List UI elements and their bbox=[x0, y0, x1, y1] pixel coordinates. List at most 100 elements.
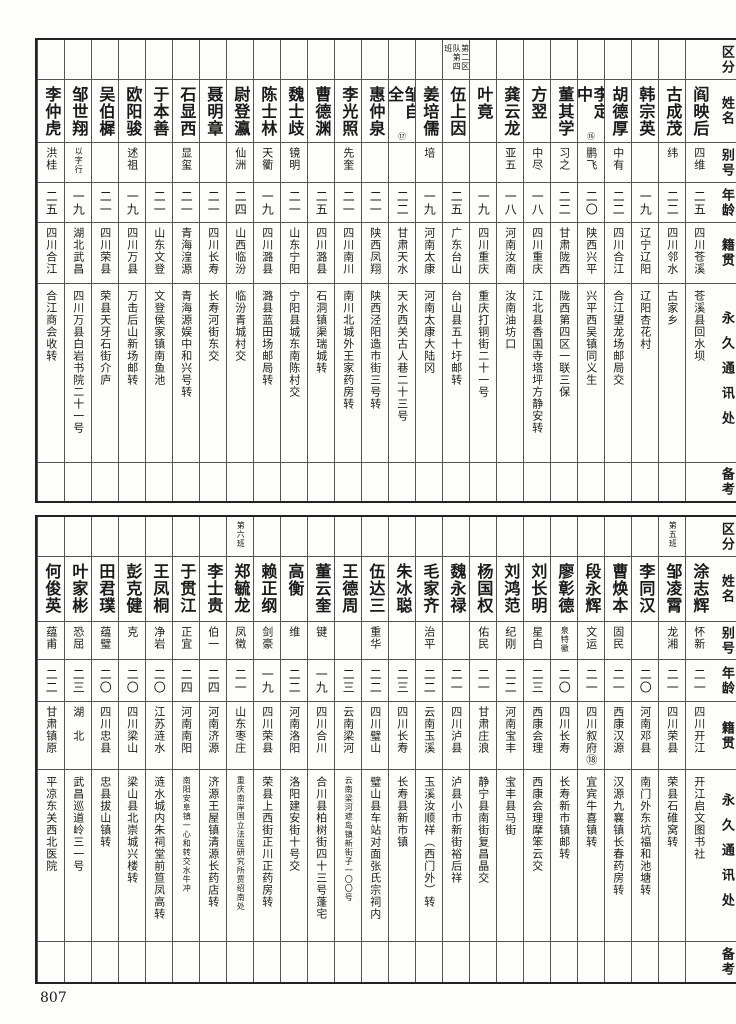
alias-cell: 培 bbox=[416, 143, 442, 183]
origin-text: 辽宁辽阳 bbox=[638, 227, 652, 275]
remark-cell bbox=[119, 463, 145, 501]
address-cell: 南门外东坑福和池塘转 bbox=[632, 770, 658, 942]
address-text: 涟水城内朱祠堂前笪凤高转 bbox=[152, 776, 166, 920]
header-label: 区分 bbox=[718, 44, 734, 75]
name-cell: 赖正纲 bbox=[254, 557, 280, 622]
group-cell bbox=[254, 517, 280, 557]
age-cell: 二〇 bbox=[119, 660, 145, 702]
origin-text: 河南邓县 bbox=[638, 706, 652, 754]
alias-text: 泉特徽 bbox=[560, 626, 570, 653]
alias-cell: 维 bbox=[281, 622, 307, 660]
person-name: 伍达三 bbox=[366, 563, 386, 614]
address-cell: 南阳安阜镇一心和转交水牛冲 bbox=[173, 770, 199, 942]
alias-cell: 先奎 bbox=[335, 143, 361, 183]
name-cell: 曹德渊 bbox=[308, 80, 334, 143]
address-text: 荣县上西街正川正药房转 bbox=[260, 776, 274, 908]
remark-cell bbox=[65, 463, 91, 501]
alias-cell: 克 bbox=[119, 622, 145, 660]
person-column: 王凤桐 净岩 二〇 江苏涟水 涟水城内朱祠堂前笪凤高转 bbox=[145, 517, 172, 982]
person-name: 刘鸿范 bbox=[501, 563, 521, 614]
age-cell: 二二 bbox=[281, 660, 307, 702]
group-cell bbox=[686, 517, 712, 557]
age-text: 二二 bbox=[611, 189, 626, 216]
origin-text: 四川潞县 bbox=[260, 227, 274, 275]
group-cell bbox=[119, 40, 145, 80]
person-name: 曹德渊 bbox=[312, 86, 332, 137]
name-cell: 尉登瀛 bbox=[227, 80, 253, 143]
alias-text: 习之 bbox=[557, 147, 571, 171]
address-text: 平凉东关西北医院 bbox=[44, 776, 58, 872]
origin-cell: 河南汝南 bbox=[497, 223, 523, 284]
name-cell: 杨国权 bbox=[470, 557, 496, 622]
group-cell bbox=[173, 517, 199, 557]
alias-cell: 泉特徽 bbox=[551, 622, 577, 660]
address-text: 玉溪汝顺祥（西门外）转 bbox=[422, 776, 436, 908]
alias-text: 述祖 bbox=[125, 147, 139, 171]
origin-text: 陕西兴平 bbox=[584, 227, 598, 275]
address-text: 辽阳杏花村 bbox=[638, 290, 652, 350]
alias-text: 亚五 bbox=[503, 147, 517, 171]
age-cell: 二四 bbox=[227, 183, 253, 223]
alias-text: 镜明 bbox=[287, 147, 301, 171]
origin-cell: 河南邓县 bbox=[632, 702, 658, 770]
origin-cell: 甘肃庄浪 bbox=[470, 702, 496, 770]
address-cell: 宝丰县马街 bbox=[497, 770, 523, 942]
header-label: 年龄 bbox=[718, 665, 734, 696]
address-text: 青海源娱中和兴号转 bbox=[179, 290, 193, 398]
origin-text: 四川合川 bbox=[314, 706, 328, 754]
address-cell: 合江商会收转 bbox=[38, 284, 64, 463]
remark-cell bbox=[335, 942, 361, 982]
header-label: 备考 bbox=[718, 947, 734, 977]
group-cell bbox=[38, 517, 64, 557]
origin-text: 山东宁阳 bbox=[287, 227, 301, 275]
person-name: 惠仲泉 bbox=[366, 86, 386, 137]
remark-cell bbox=[551, 463, 577, 501]
address-text: 荣县天牙石街介庐 bbox=[98, 290, 112, 386]
alias-cell bbox=[200, 143, 226, 183]
age-cell: 一九 bbox=[254, 660, 280, 702]
group-cell: 第二区队第四班 bbox=[443, 40, 469, 80]
address-cell: 临汾青城村交 bbox=[227, 284, 253, 463]
alias-text: 克 bbox=[125, 626, 139, 638]
group-cell bbox=[335, 517, 361, 557]
alias-text: 蕴甫 bbox=[44, 626, 58, 650]
header-cell: 区分 bbox=[712, 40, 736, 80]
alias-cell: 述祖 bbox=[119, 143, 145, 183]
person-column: 刘鸿范 纪刚 二二 河南宝丰 宝丰县马街 bbox=[496, 517, 523, 982]
age-text: 二一 bbox=[287, 189, 302, 216]
address-cell: 汉源九襄镇长春药房转 bbox=[605, 770, 631, 942]
address-text: 文登侯家镇南鱼池 bbox=[152, 290, 166, 386]
person-name: 李同汉 bbox=[636, 563, 656, 614]
group-cell bbox=[497, 517, 523, 557]
address-text: 宁阳县城东南陈村交 bbox=[287, 290, 301, 398]
alias-cell: 亚五 bbox=[497, 143, 523, 183]
address-cell: 梁山县北崇城兴楼转 bbox=[119, 770, 145, 942]
age-text: 二三 bbox=[395, 667, 410, 694]
address-text: 陇西第四区一联三保 bbox=[557, 290, 571, 398]
origin-text: 四川梁山 bbox=[125, 706, 139, 754]
address-cell: 云南梁河遮岛镇新街子一〇〇号 bbox=[335, 770, 361, 942]
person-column: 段永辉 文运 二一 四川叙府⑱ 宜宾牛喜镇转 bbox=[577, 517, 604, 982]
address-cell: 涟水城内朱祠堂前笪凤高转 bbox=[146, 770, 172, 942]
person-column: 魏永禄 二一 四川泸县 泸县小市新街裕后祥 bbox=[442, 517, 469, 982]
name-cell: 韩宗英 bbox=[632, 80, 658, 143]
person-column: 第五班 邹凌霄 龙湘 二一 四川荣县 荣县石碓窝转 bbox=[658, 517, 685, 982]
age-text: 二二 bbox=[44, 667, 59, 694]
remark-cell bbox=[362, 463, 388, 501]
group-cell bbox=[92, 40, 118, 80]
alias-text: 正宜 bbox=[179, 626, 193, 650]
remark-cell bbox=[281, 463, 307, 501]
header-cell: 姓名 bbox=[712, 80, 736, 143]
address-cell: 重庆南岸国立法医研究所贾绍南处 bbox=[227, 770, 253, 942]
name-cell: 廖彰德 bbox=[551, 557, 577, 622]
person-name: 邹世翔 bbox=[69, 86, 89, 137]
name-cell: 郑毓龙 bbox=[227, 557, 253, 622]
name-cell: 彭克健 bbox=[119, 557, 145, 622]
person-name: 魏永禄 bbox=[447, 563, 467, 614]
origin-text: 四川合江 bbox=[611, 227, 625, 275]
person-column: 魏士歧 镜明 二一 山东宁阳 宁阳县城东南陈村交 bbox=[280, 40, 307, 501]
person-name: 方翌 bbox=[528, 86, 548, 120]
origin-text: 四川邻水 bbox=[665, 227, 679, 275]
origin-text: 河南南阳 bbox=[179, 706, 193, 754]
person-name: 李仲虎 bbox=[42, 86, 62, 137]
